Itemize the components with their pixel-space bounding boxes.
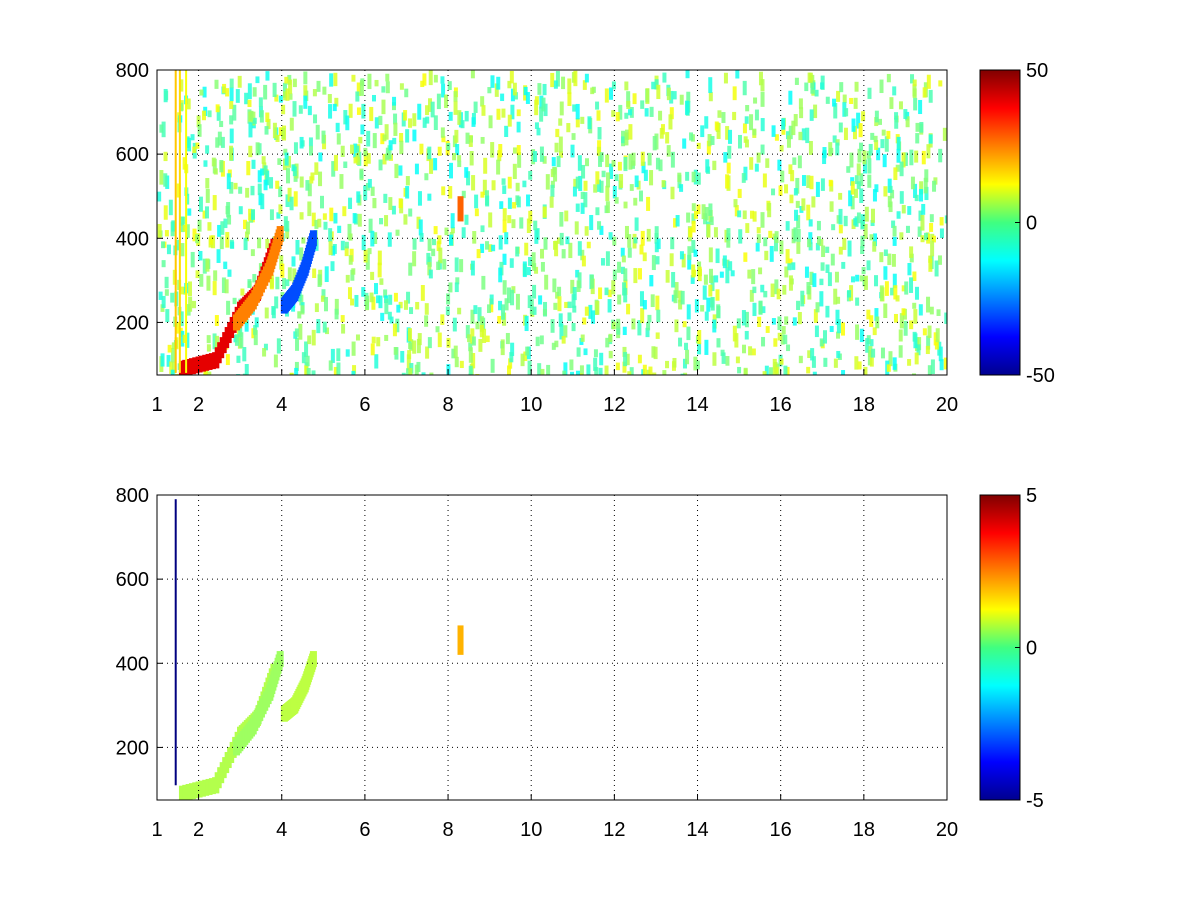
top-blob-mark xyxy=(457,196,464,222)
bottom-x-tick-label: 6 xyxy=(359,819,370,841)
bottom-x-tick-label: 1 xyxy=(151,819,162,841)
bottom-x-tick-label: 20 xyxy=(936,819,958,841)
bottom-colorbar-tick-label: 0 xyxy=(1026,638,1037,660)
top-colorbar-tick-label: 50 xyxy=(1026,60,1048,82)
bottom-y-tick-label: 600 xyxy=(116,569,149,591)
top-y-tick-label: 800 xyxy=(116,60,149,82)
bottom-plot-frame xyxy=(156,494,948,801)
top-column-mark xyxy=(185,70,188,373)
bottom-x-tick-label: 8 xyxy=(442,819,453,841)
top-band-cell xyxy=(276,226,284,243)
top-colorbar-tick-label: -50 xyxy=(1026,365,1055,387)
bottom-x-tick-label: 4 xyxy=(276,819,287,841)
bottom-x-tick-label: 18 xyxy=(853,819,875,841)
bottom-column-mark xyxy=(174,499,177,786)
top-x-tick-label: 8 xyxy=(442,394,453,416)
top-colorbar-tick-label: 0 xyxy=(1026,213,1037,235)
bottom-y-tick-label: 200 xyxy=(116,737,149,759)
top-band-cell xyxy=(309,230,317,247)
bottom-colorbar-tick-label: 5 xyxy=(1026,485,1037,507)
top-y-tick-label: 200 xyxy=(116,312,149,334)
bottom-x-tick-label: 10 xyxy=(520,819,542,841)
top-x-tick-label: 6 xyxy=(359,394,370,416)
top-x-tick-label: 20 xyxy=(936,394,958,416)
bottom-band-cell xyxy=(309,651,317,668)
top-x-tick-label: 2 xyxy=(193,394,204,416)
top-y-tick-label: 400 xyxy=(116,228,149,250)
bottom-colorbar: 5 0 -5 xyxy=(979,485,1044,812)
top-colorbar: 50 0 -50 xyxy=(979,60,1055,387)
top-plot-frame xyxy=(156,69,948,376)
top-x-tick-label: 16 xyxy=(770,394,792,416)
bottom-x-tick-label: 14 xyxy=(686,819,708,841)
top-column-mark xyxy=(178,70,181,373)
bottom-y-tick-label: 400 xyxy=(116,653,149,675)
top-x-tick-label: 18 xyxy=(853,394,875,416)
bottom-band-cell xyxy=(276,651,284,668)
top-x-tick-label: 14 xyxy=(686,394,708,416)
bottom-colorbar-tick-label: -5 xyxy=(1026,790,1044,812)
top-x-tick-label: 12 xyxy=(603,394,625,416)
bottom-x-tick-label: 2 xyxy=(193,819,204,841)
bottom-x-tick-label: 16 xyxy=(770,819,792,841)
bottom-y-tick-label: 800 xyxy=(116,485,149,507)
top-column-mark xyxy=(174,70,177,373)
top-x-tick-label: 1 xyxy=(151,394,162,416)
bottom-blob-mark xyxy=(457,625,464,655)
top-y-tick-label: 600 xyxy=(116,144,149,166)
top-x-tick-label: 4 xyxy=(276,394,287,416)
bottom-x-tick-label: 12 xyxy=(603,819,625,841)
top-x-tick-label: 10 xyxy=(520,394,542,416)
